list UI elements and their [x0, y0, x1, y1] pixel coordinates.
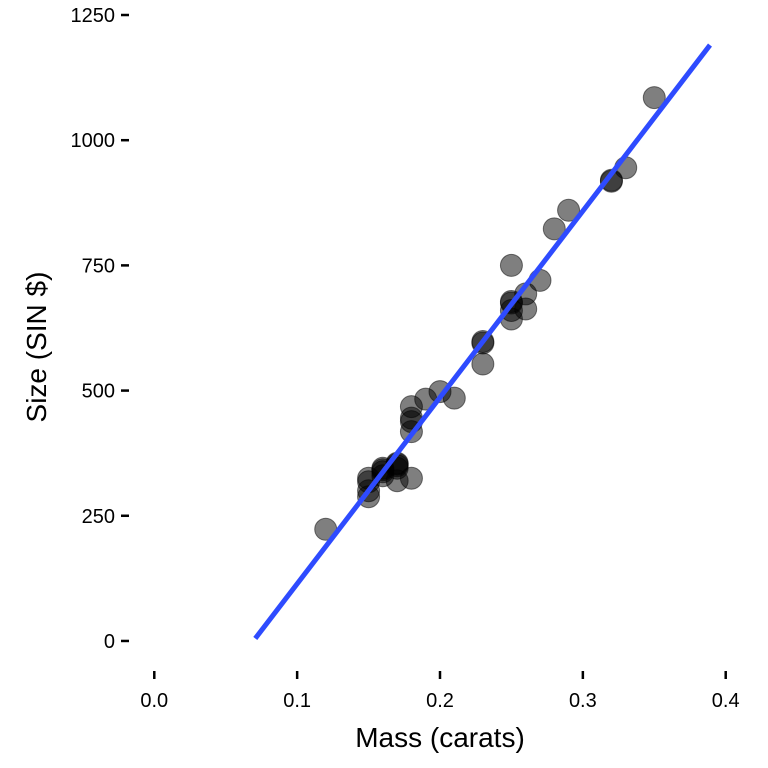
y-axis: 0 250 500 750 1000 1250 — [71, 5, 129, 653]
x-tick-label: 0.3 — [569, 690, 597, 712]
x-axis-title: Mass (carats) — [355, 722, 525, 753]
data-point — [542, 217, 566, 241]
y-tick-label: 250 — [82, 506, 115, 528]
data-point — [442, 386, 466, 410]
data-point — [471, 352, 495, 376]
data-point — [557, 198, 581, 222]
x-tick-label: 0.4 — [712, 690, 740, 712]
data-point — [399, 466, 423, 490]
y-tick-label: 500 — [82, 381, 115, 403]
y-axis-title: Size (SIN $) — [21, 272, 52, 423]
data-points — [314, 86, 666, 541]
y-tick-label: 750 — [82, 255, 115, 277]
y-tick-label: 1250 — [71, 5, 116, 27]
fit-line — [253, 43, 712, 640]
data-point — [499, 253, 523, 277]
x-tick-label: 0.0 — [140, 690, 168, 712]
x-axis: 0.0 0.1 0.2 0.3 0.4 — [140, 671, 740, 712]
data-point — [642, 86, 666, 110]
x-tick-label: 0.2 — [426, 690, 454, 712]
x-tick-label: 0.1 — [283, 690, 311, 712]
fit-line-group — [253, 43, 712, 640]
y-tick-label: 0 — [104, 631, 115, 653]
y-tick-label: 1000 — [71, 130, 116, 152]
